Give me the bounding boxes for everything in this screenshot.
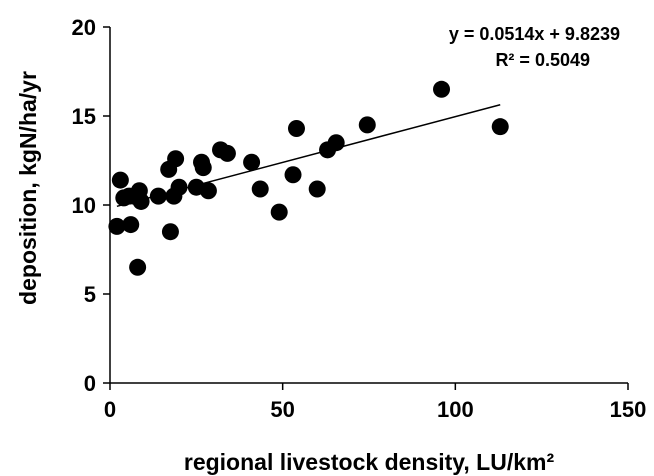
y-tick-label: 10 [72,193,96,218]
y-tick-label: 20 [72,15,96,40]
data-point [133,193,150,210]
axes [110,27,628,383]
data-point [252,180,269,197]
data-point [112,172,129,189]
data-point [271,204,288,221]
r-squared-label: R² = 0.5049 [495,50,590,70]
data-point [243,154,260,171]
data-point [129,259,146,276]
y-tick-label: 0 [84,371,96,396]
data-point [433,81,450,98]
data-point [285,166,302,183]
data-point [167,150,184,167]
x-axis-title: regional livestock density, LU/km² [184,449,555,475]
tick-marks [103,27,628,390]
data-point [359,116,376,133]
data-point [328,134,345,151]
data-point [150,188,167,205]
data-point [219,145,236,162]
data-point [492,118,509,135]
x-tick-label: 100 [437,397,474,422]
data-point [171,179,188,196]
data-points [108,81,508,276]
data-point [309,180,326,197]
data-point [162,223,179,240]
data-point [288,120,305,137]
y-tick-label: 5 [84,282,96,307]
tick-labels: 0 50 100 150 0 5 10 15 20 [72,15,647,422]
data-point [122,216,139,233]
data-point [195,159,212,176]
x-tick-label: 50 [270,397,294,422]
y-tick-label: 15 [72,104,96,129]
y-axis-title: deposition, kgN/ha/yr [15,71,41,305]
trendline-equation: y = 0.0514x + 9.8239 [449,24,620,44]
x-tick-label: 0 [104,397,116,422]
x-tick-label: 150 [610,397,647,422]
data-point [200,182,217,199]
